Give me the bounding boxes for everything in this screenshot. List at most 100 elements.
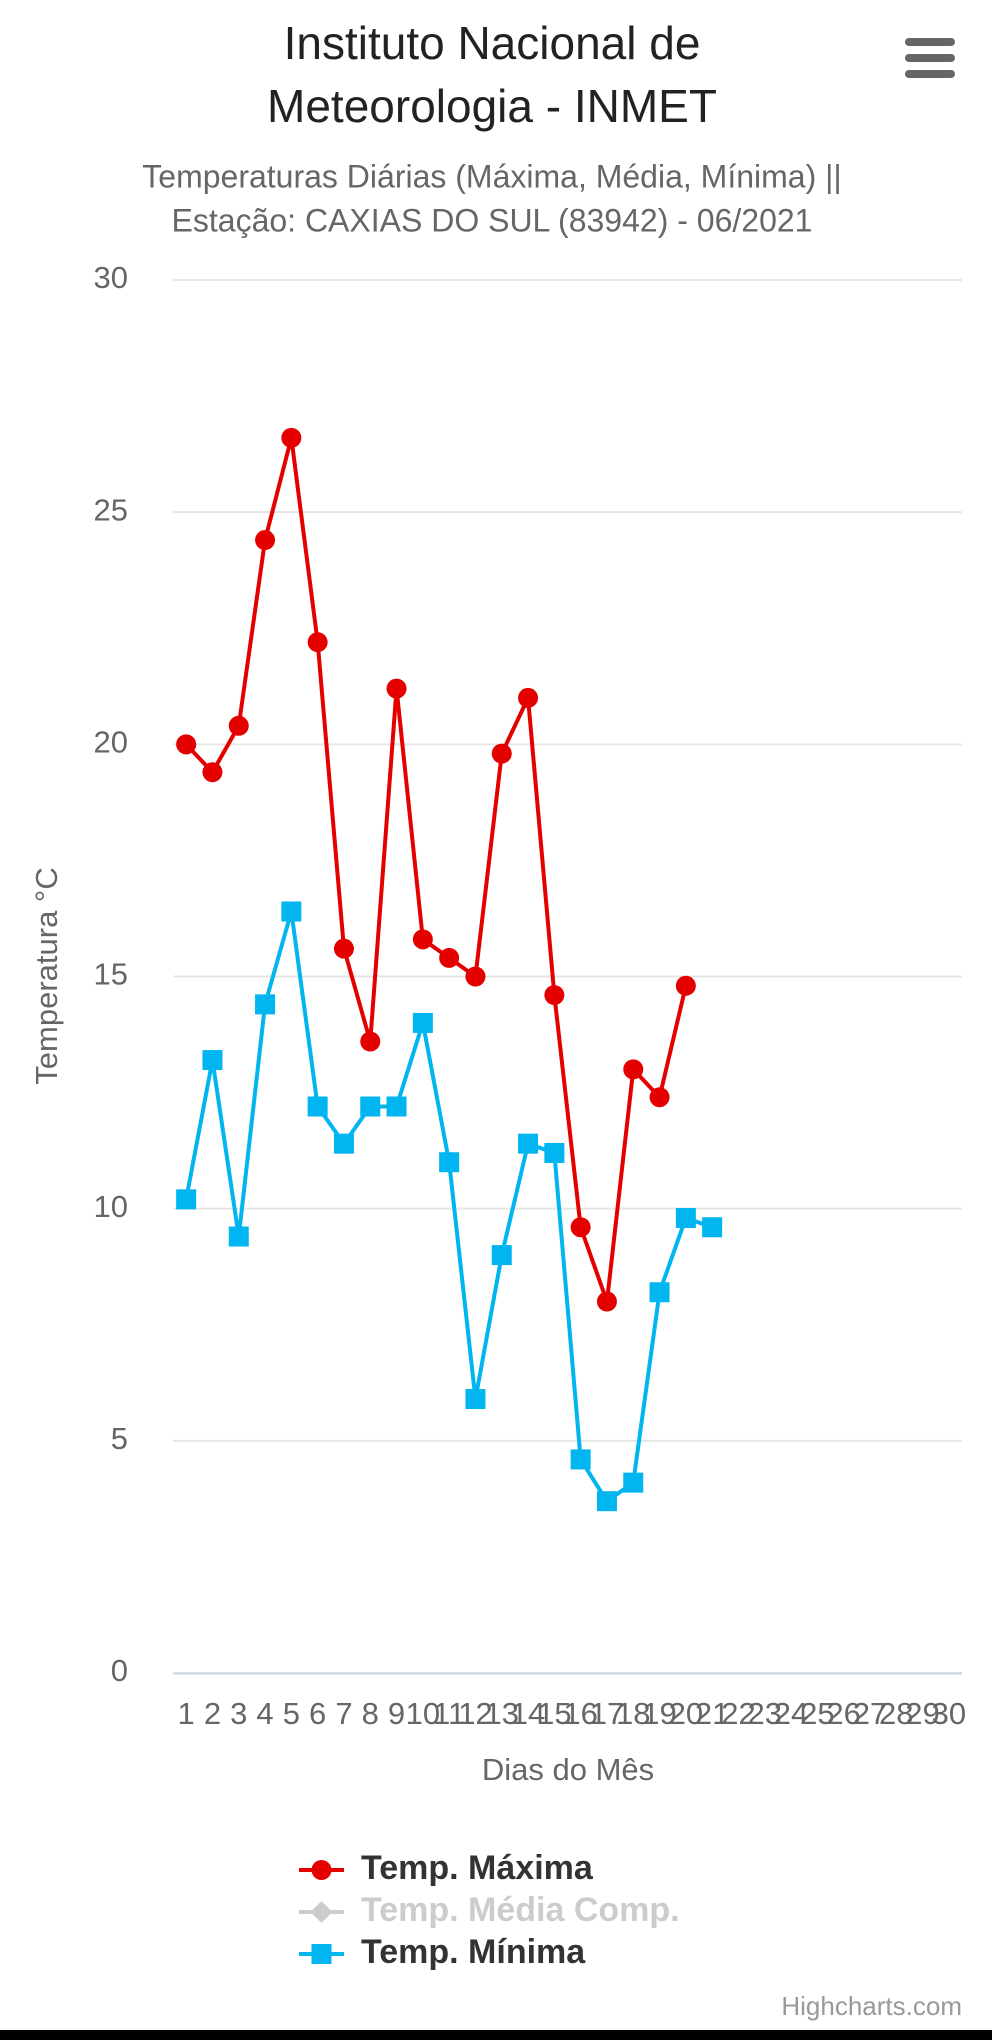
point: [596, 1291, 617, 1312]
y-tick-label: 0: [111, 1653, 128, 1688]
x-tick-label: 8: [362, 1696, 379, 1731]
series-line: [184, 435, 688, 1304]
point: [491, 743, 512, 764]
chart-subtitle: Estação: CAXIAS DO SUL (83942) - 06/2021: [172, 202, 813, 238]
legend-label: Temp. Média Comp.: [361, 1891, 680, 1929]
legend-label: Temp. Mínima: [361, 1933, 586, 1971]
point: [675, 1207, 696, 1228]
point: [311, 1860, 332, 1880]
system-bar: [0, 2030, 992, 2040]
point: [333, 1133, 354, 1154]
point: [360, 1031, 381, 1052]
menu-icon: [905, 38, 955, 46]
series: [176, 427, 696, 1312]
x-axis-title: Dias do Mês: [482, 1752, 654, 1787]
x-tick-label: 4: [256, 1696, 273, 1731]
point: [176, 734, 197, 755]
x-tick-label: 6: [309, 1696, 326, 1731]
x-tick-label: 13: [485, 1696, 519, 1731]
legend-item[interactable]: Temp. Média Comp.: [299, 1891, 680, 1929]
x-tick-label: 24: [774, 1696, 808, 1731]
x-tick-label: 21: [695, 1696, 729, 1731]
point: [518, 1133, 539, 1154]
x-tick-label: 5: [283, 1696, 300, 1731]
point: [386, 1096, 407, 1117]
point: [675, 975, 696, 996]
point: [176, 1189, 197, 1210]
x-tick-label: 2: [204, 1696, 221, 1731]
x-tick-label: 7: [335, 1696, 352, 1731]
point: [360, 1096, 381, 1117]
y-tick-label: 10: [94, 1189, 128, 1224]
point: [307, 632, 328, 653]
point: [311, 1944, 332, 1964]
legend-item[interactable]: Temp. Máxima: [299, 1849, 594, 1887]
point: [310, 1901, 333, 1923]
x-tick-label: 20: [669, 1696, 703, 1731]
point: [544, 1142, 565, 1163]
x-tick-label: 11: [433, 1696, 465, 1731]
point: [570, 1217, 591, 1238]
x-tick-label: 17: [590, 1696, 624, 1731]
x-tick-label: 16: [563, 1696, 597, 1731]
x-tick-label: 25: [800, 1696, 834, 1731]
point: [649, 1087, 670, 1108]
point: [228, 715, 249, 736]
series: [176, 901, 723, 1512]
point: [202, 762, 223, 783]
point: [702, 1217, 723, 1238]
point: [307, 1096, 328, 1117]
chart-title: Meteorologia - INMET: [267, 80, 717, 132]
point: [439, 1152, 460, 1173]
x-tick-label: 19: [642, 1696, 676, 1731]
x-tick-label: 27: [853, 1696, 887, 1731]
menu-icon: [905, 54, 955, 62]
x-tick-label: 14: [511, 1696, 545, 1731]
x-tick-label: 22: [721, 1696, 755, 1731]
point: [570, 1449, 591, 1470]
y-axis-title: Temperatura °C: [29, 867, 64, 1084]
y-tick-label: 25: [94, 492, 128, 527]
x-tick-label: 15: [537, 1696, 571, 1731]
x-tick-label: 26: [826, 1696, 860, 1731]
point: [333, 938, 354, 959]
point: [386, 678, 407, 699]
point: [649, 1282, 670, 1303]
point: [281, 901, 302, 922]
x-tick-label: 10: [406, 1696, 440, 1731]
point: [202, 1050, 223, 1071]
point: [491, 1245, 512, 1266]
point: [439, 947, 460, 968]
chart-subtitle: Temperaturas Diárias (Máxima, Média, Mín…: [142, 158, 841, 194]
x-tick-label: 3: [230, 1696, 247, 1731]
x-tick-label: 23: [748, 1696, 782, 1731]
x-tick-label: 12: [458, 1696, 492, 1731]
y-tick-label: 30: [94, 260, 128, 295]
x-tick-label: 28: [879, 1696, 913, 1731]
legend-label: Temp. Máxima: [361, 1849, 594, 1887]
point: [544, 985, 565, 1006]
point: [412, 929, 433, 950]
point: [228, 1226, 249, 1247]
point: [465, 1389, 486, 1410]
point: [623, 1472, 644, 1493]
y-tick-label: 15: [94, 957, 128, 992]
x-tick-label: 1: [178, 1696, 195, 1731]
y-tick-label: 20: [94, 725, 128, 760]
y-tick-label: 5: [111, 1421, 128, 1456]
x-tick-label: 9: [388, 1696, 405, 1731]
point: [255, 994, 276, 1015]
menu-button[interactable]: [905, 38, 955, 78]
point: [596, 1491, 617, 1512]
point: [281, 427, 302, 448]
legend-item[interactable]: Temp. Mínima: [299, 1933, 586, 1971]
point: [412, 1012, 433, 1033]
credits[interactable]: Highcharts.com: [781, 1991, 962, 2021]
menu-icon: [905, 70, 955, 78]
chart-title: Instituto Nacional de: [284, 17, 701, 69]
x-tick-label: 29: [905, 1696, 939, 1731]
x-tick-label: 18: [616, 1696, 650, 1731]
point: [255, 530, 276, 551]
